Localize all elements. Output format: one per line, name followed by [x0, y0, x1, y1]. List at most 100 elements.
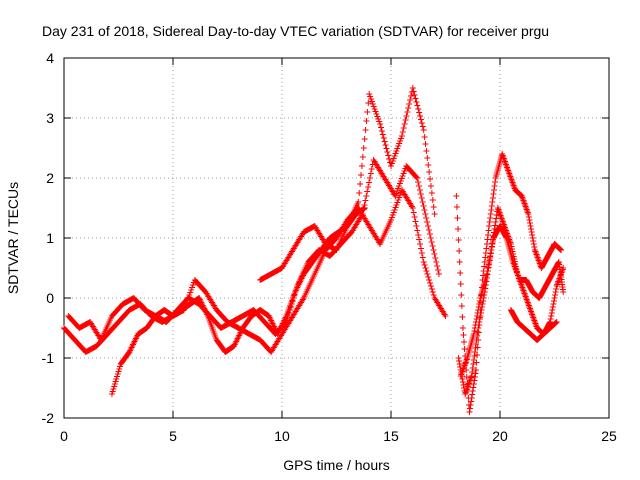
data-point [409, 205, 416, 211]
data-point [527, 223, 534, 229]
data-point [475, 304, 482, 310]
y-tick-label: -2 [42, 410, 55, 426]
data-point [456, 358, 463, 364]
data-point [431, 211, 438, 217]
data-point [429, 243, 436, 249]
data-point [409, 85, 416, 91]
data-point [546, 320, 553, 326]
chart-title: Day 231 of 2018, Sidereal Day-to-day VTE… [42, 23, 549, 39]
data-point [467, 405, 474, 412]
data-point [360, 145, 367, 151]
data-point [491, 187, 498, 193]
x-tick-label: 10 [274, 428, 290, 444]
data-point [414, 227, 421, 234]
data-point [423, 215, 430, 221]
data-point [399, 129, 406, 135]
data-point [407, 93, 414, 99]
data-point [424, 155, 431, 161]
data-point [487, 215, 494, 221]
data-point [417, 191, 424, 197]
data-point [474, 313, 481, 319]
data-point [488, 247, 495, 253]
series-track-3 [257, 85, 438, 283]
data-point [417, 116, 424, 123]
data-point [484, 268, 491, 274]
data-point [425, 227, 432, 233]
data-point [456, 248, 463, 254]
data-point [405, 105, 412, 111]
data-point [560, 265, 567, 271]
data-point [432, 255, 439, 261]
x-tick-label: 5 [169, 428, 177, 444]
data-point [359, 154, 366, 160]
data-point [469, 388, 476, 394]
data-point [460, 332, 467, 338]
data-point [426, 231, 433, 237]
data-point [528, 229, 535, 235]
data-point [453, 204, 460, 210]
data-point [493, 215, 500, 222]
data-point [411, 92, 418, 98]
data-point [363, 193, 370, 199]
y-axis-label: SDTVAR / TECUs [5, 182, 21, 294]
series-track-4 [108, 205, 368, 397]
data-point [553, 286, 560, 292]
data-point [420, 203, 427, 209]
data-point [404, 109, 411, 115]
data-point [357, 181, 364, 187]
data-point [530, 241, 537, 247]
data-point [398, 133, 405, 139]
data-point [476, 301, 483, 307]
y-tick-label: 0 [46, 290, 54, 306]
data-point [531, 244, 538, 250]
data-point [470, 357, 477, 363]
data-point [549, 307, 556, 313]
data-point [424, 219, 431, 225]
data-point [366, 175, 373, 181]
data-point [367, 170, 374, 177]
data-point [358, 172, 365, 178]
data-point [423, 148, 430, 154]
data-point [361, 205, 368, 211]
data-point [423, 268, 430, 274]
data-point [473, 367, 480, 373]
data-point [466, 409, 473, 415]
data-point [455, 355, 462, 361]
series-track-7 [457, 223, 567, 379]
data-point [472, 322, 479, 328]
data-point [549, 304, 556, 310]
data-point [422, 211, 429, 217]
data-point [483, 245, 490, 252]
data-point [487, 250, 494, 256]
data-point [461, 339, 468, 345]
data-point [427, 235, 434, 241]
data-point [401, 121, 408, 127]
data-point [459, 325, 466, 331]
data-point [415, 106, 422, 112]
data-point [529, 235, 536, 241]
data-point [472, 370, 479, 377]
data-point [548, 313, 555, 319]
data-point [425, 223, 432, 229]
data-point [490, 191, 497, 197]
data-point [456, 361, 463, 367]
data-point [434, 263, 441, 269]
data-point [473, 316, 480, 322]
data-point [474, 310, 481, 316]
data-point [489, 195, 496, 201]
data-point [553, 319, 560, 325]
data-point [361, 136, 368, 142]
data-point [427, 183, 434, 189]
data-point [486, 259, 493, 265]
data-point [425, 274, 432, 280]
data-point [428, 190, 435, 196]
data-point [489, 238, 496, 244]
data-point [422, 265, 429, 271]
data-point [469, 391, 476, 398]
data-point [356, 190, 363, 196]
data-point [412, 218, 419, 225]
data-point [364, 188, 371, 195]
x-tick-label: 20 [492, 428, 508, 444]
y-tick-label: 1 [46, 230, 54, 246]
data-point [481, 263, 488, 270]
